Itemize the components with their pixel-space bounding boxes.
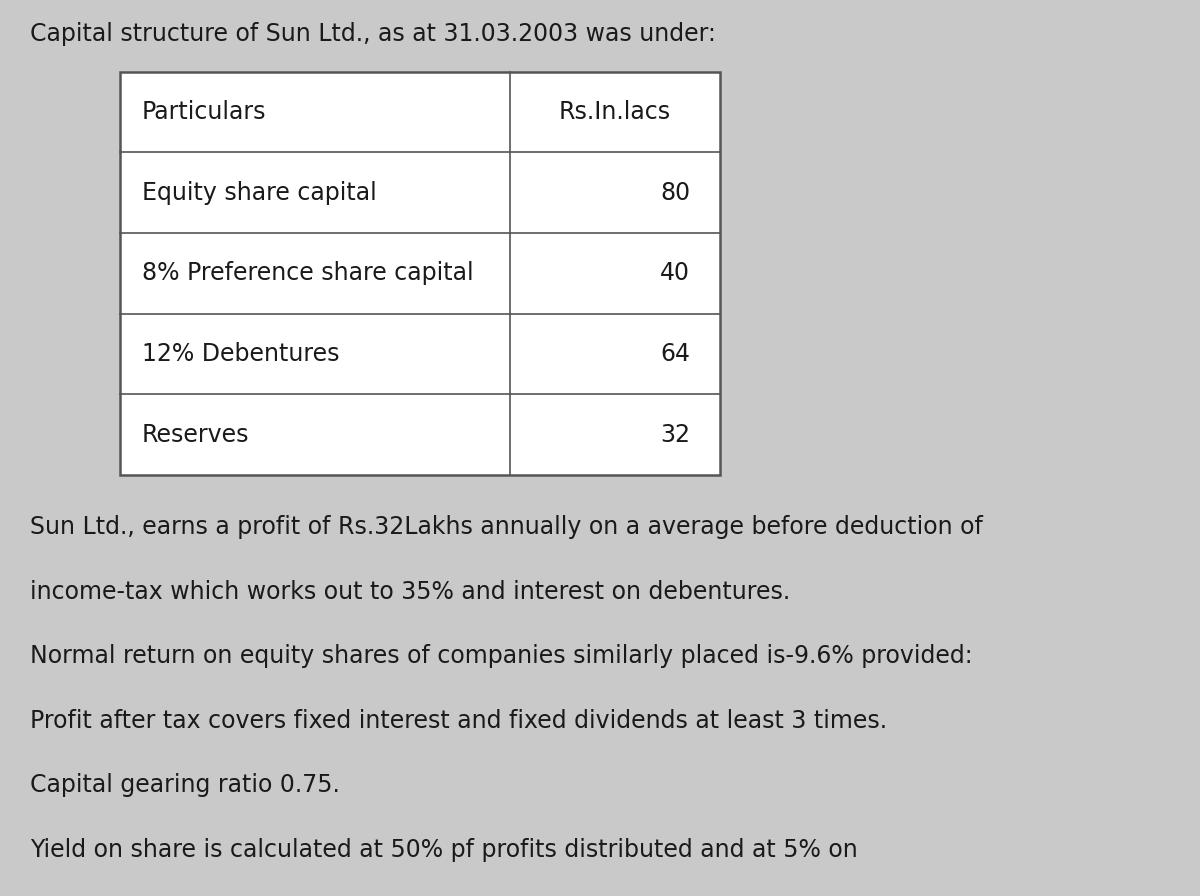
Text: 64: 64 bbox=[660, 342, 690, 366]
Text: Particulars: Particulars bbox=[142, 100, 266, 124]
Text: income-tax which works out to 35% and interest on debentures.: income-tax which works out to 35% and in… bbox=[30, 580, 791, 604]
Text: 12% Debentures: 12% Debentures bbox=[142, 342, 340, 366]
Text: Yield on share is calculated at 50% pf profits distributed and at 5% on: Yield on share is calculated at 50% pf p… bbox=[30, 838, 858, 862]
Text: Equity share capital: Equity share capital bbox=[142, 181, 377, 204]
Text: Sun Ltd., earns a profit of Rs.32Lakhs annually on a average before deduction of: Sun Ltd., earns a profit of Rs.32Lakhs a… bbox=[30, 515, 983, 539]
Text: Capital structure of Sun Ltd., as at 31.03.2003 was under:: Capital structure of Sun Ltd., as at 31.… bbox=[30, 22, 716, 47]
Text: Profit after tax covers fixed interest and fixed dividends at least 3 times.: Profit after tax covers fixed interest a… bbox=[30, 709, 887, 733]
Text: Reserves: Reserves bbox=[142, 423, 250, 446]
Text: 8% Preference share capital: 8% Preference share capital bbox=[142, 262, 473, 285]
Text: 80: 80 bbox=[660, 181, 690, 204]
Text: 32: 32 bbox=[660, 423, 690, 446]
Bar bbox=[120, 72, 720, 475]
Text: Capital gearing ratio 0.75.: Capital gearing ratio 0.75. bbox=[30, 773, 340, 797]
Text: 40: 40 bbox=[660, 262, 690, 285]
Text: Normal return on equity shares of companies similarly placed is-9.6% provided:: Normal return on equity shares of compan… bbox=[30, 644, 973, 668]
Text: Rs.In.lacs: Rs.In.lacs bbox=[559, 100, 671, 124]
